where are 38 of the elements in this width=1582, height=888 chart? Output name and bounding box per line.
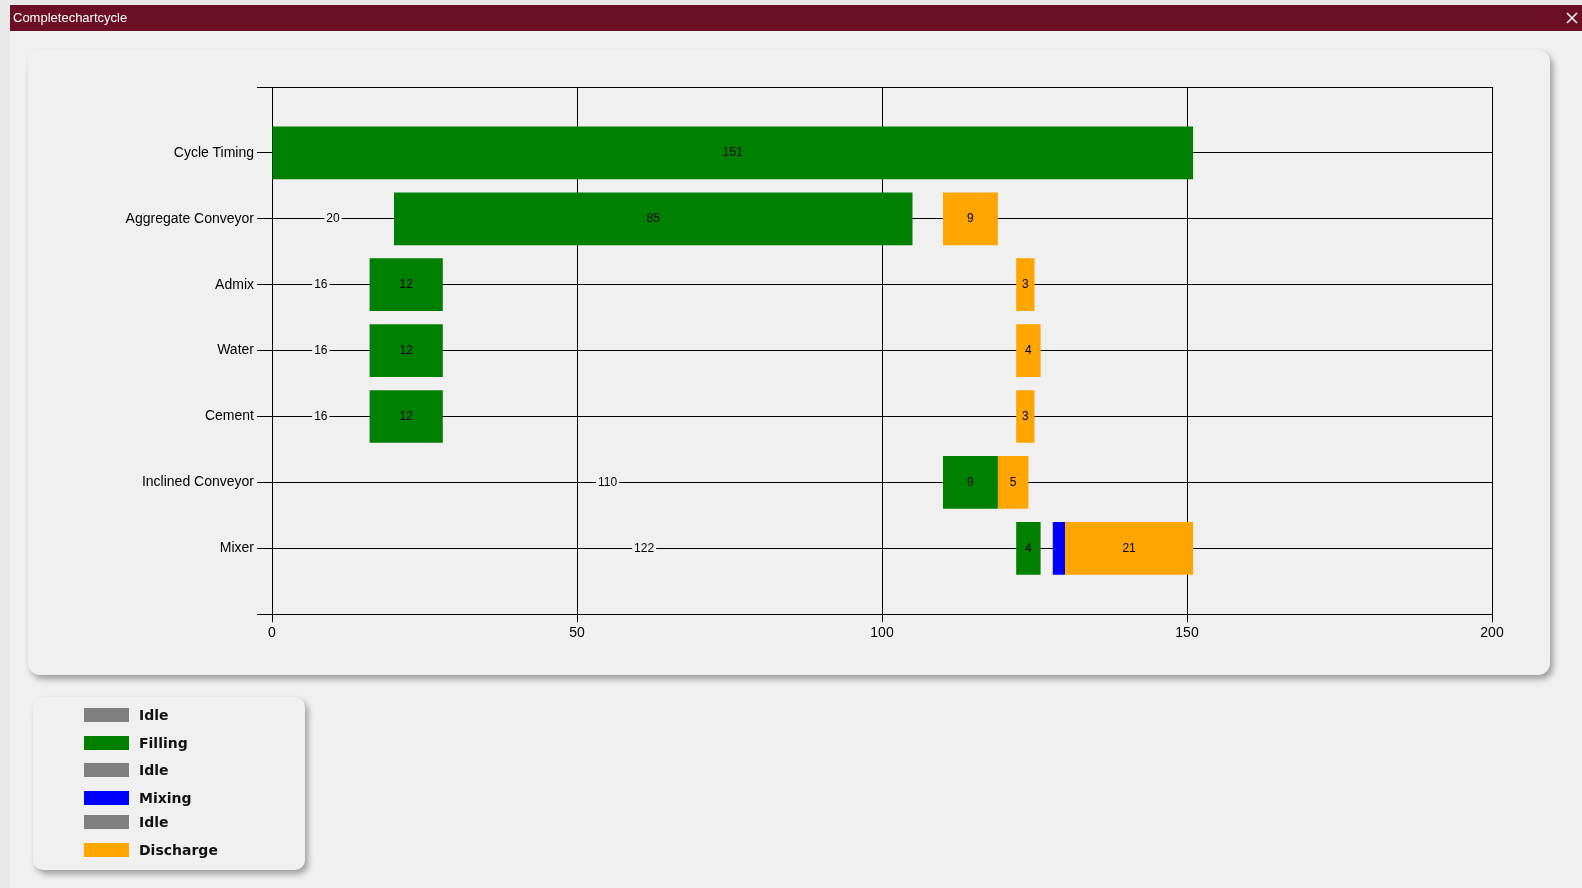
annotation: 16 (314, 277, 328, 292)
annotation: 16 (314, 342, 328, 357)
data-label: 151 (722, 145, 744, 160)
data-label: 5 (1009, 474, 1017, 489)
data-label: 12 (399, 342, 414, 357)
x-tick-label: 100 (870, 624, 894, 641)
annotation: 16 (314, 408, 328, 423)
x-tick-label: 150 (1175, 624, 1199, 641)
legend-label: Idle (139, 761, 169, 779)
x-tick-label: 50 (569, 624, 585, 641)
y-tick-label: Cement (204, 407, 255, 424)
data-label: 9 (967, 474, 975, 489)
legend-label: Filling (139, 734, 188, 752)
y-tick-label: Aggregate Conveyor (125, 209, 255, 226)
annotation: 20 (326, 211, 340, 226)
x-tick-label: 200 (1480, 624, 1504, 641)
data-label: 4 (1025, 342, 1033, 357)
data-label: 85 (646, 211, 661, 226)
text: Completechartcycle (12, 10, 128, 25)
data-label: 12 (399, 408, 414, 423)
legend-label: Discharge (139, 841, 218, 859)
y-tick-label: Mixer (219, 539, 255, 556)
legend-label: Idle (139, 706, 169, 724)
data-label: 12 (399, 277, 414, 292)
legend-label: Mixing (139, 789, 192, 807)
data-label: 3 (1022, 277, 1030, 292)
y-tick-label: Cycle Timing (173, 143, 254, 160)
annotation: 110 (597, 474, 618, 489)
y-tick-label: Inclined Conveyor (141, 473, 255, 490)
y-tick-label: Admix (215, 275, 254, 292)
data-label: 21 (1122, 540, 1137, 555)
data-label: 4 (1025, 540, 1033, 555)
data-label: 3 (1022, 408, 1030, 423)
data-label: 9 (967, 211, 975, 226)
annotation: 122 (634, 540, 655, 555)
legend-label: Idle (139, 813, 169, 831)
y-tick-label: Water (217, 341, 255, 358)
x-tick-label: 0 (268, 624, 277, 641)
